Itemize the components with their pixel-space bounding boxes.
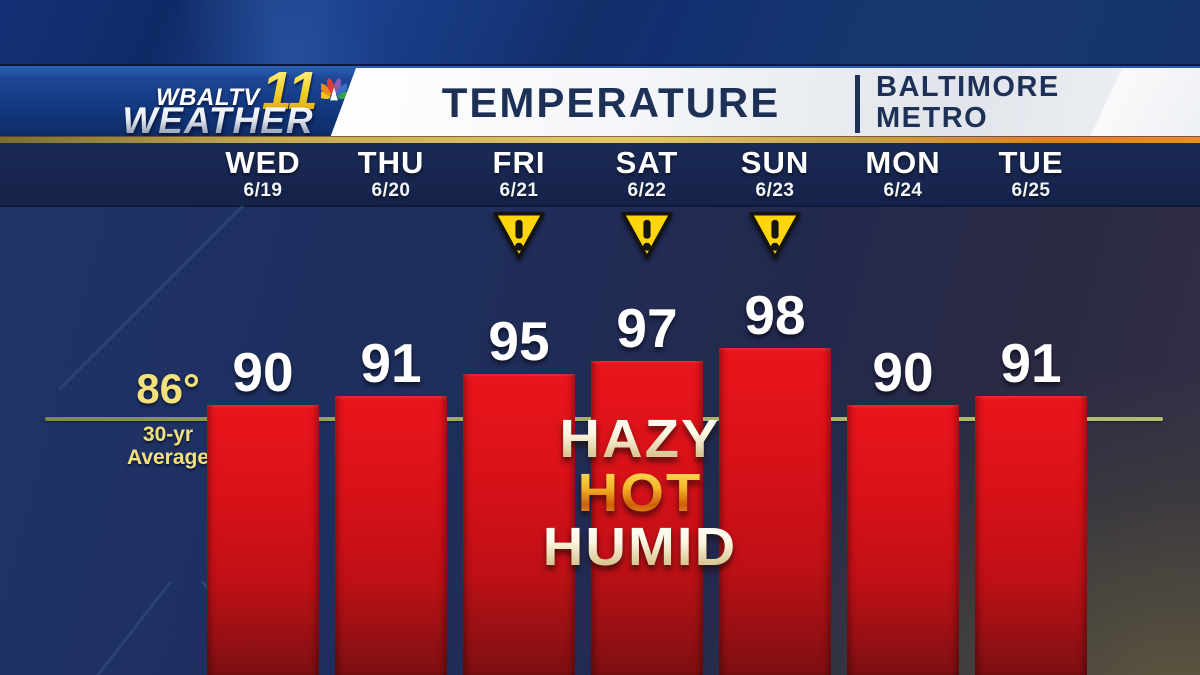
station-call-letters: WBALTV bbox=[156, 84, 260, 111]
temperature-bar bbox=[335, 396, 447, 675]
annotation-hot: HOT bbox=[432, 466, 848, 520]
day-name: WED bbox=[225, 145, 301, 180]
panel-sheen bbox=[1030, 68, 1200, 138]
channel-number: 11 bbox=[261, 61, 318, 121]
temperature-value: 91 bbox=[360, 332, 422, 394]
day-column-header: SAT 6/22 bbox=[583, 143, 711, 201]
day-column-header: WED 6/19 bbox=[199, 143, 327, 201]
day-date: 6/23 bbox=[755, 180, 795, 201]
average-caption: 30-yr Average bbox=[98, 423, 238, 469]
conditions-annotation: HAZY HOT HUMID bbox=[440, 412, 840, 574]
header-title-panel: TEMPERATURE TREND BALTIMORE METRO bbox=[330, 68, 1200, 138]
day-date: 6/19 bbox=[243, 180, 283, 201]
temperature-bar bbox=[847, 405, 959, 675]
temperature-value: 95 bbox=[488, 310, 550, 372]
day-date: 6/22 bbox=[627, 180, 667, 201]
heat-alert-warning-icon bbox=[492, 211, 546, 266]
annotation-hazy: HAZY bbox=[432, 412, 848, 466]
day-date: 6/24 bbox=[883, 180, 923, 201]
heat-alert-warning-icon bbox=[620, 211, 674, 266]
annotation-humid: HUMID bbox=[432, 520, 848, 574]
nbc-peacock-icon bbox=[315, 78, 353, 107]
temperature-bar bbox=[719, 348, 831, 675]
average-caption-line1: 30-yr bbox=[142, 423, 194, 446]
day-name: MON bbox=[865, 145, 941, 180]
temperature-bar bbox=[975, 396, 1087, 675]
day-column-header: SUN 6/23 bbox=[711, 143, 839, 201]
gold-divider-stripe bbox=[0, 136, 1200, 143]
day-date: 6/20 bbox=[371, 180, 411, 201]
temperature-bar bbox=[591, 361, 703, 675]
day-name: SAT bbox=[615, 145, 679, 180]
day-name: THU bbox=[357, 145, 425, 180]
station-logo: WBALTV 11 WEATHER bbox=[118, 61, 353, 141]
temperature-bar bbox=[463, 374, 575, 675]
temperature-value: 90 bbox=[232, 341, 294, 403]
day-header-band: WED 6/19 THU 6/20 FRI 6/21 SAT 6/22 SUN 6/23 MON 6/… bbox=[0, 143, 1200, 207]
temperature-value: 91 bbox=[1000, 332, 1062, 394]
header-bar: WBALTV 11 WEATHER TEMPERA bbox=[0, 61, 1200, 141]
day-name: FRI bbox=[492, 145, 546, 180]
day-name: TUE bbox=[998, 145, 1064, 180]
average-value-label: 86° bbox=[136, 365, 200, 412]
station-brand: WEATHER bbox=[118, 100, 318, 142]
region-line2: METRO bbox=[876, 102, 989, 134]
day-column-header: TUE 6/25 bbox=[967, 143, 1095, 201]
temperature-value: 90 bbox=[872, 341, 934, 403]
chart-area: 86° 30-yr Average 90 91 95 97 98 90 91 HAZY HO… bbox=[0, 204, 1200, 675]
day-date: 6/25 bbox=[1011, 180, 1051, 201]
day-column-header: MON 6/24 bbox=[839, 143, 967, 201]
region-line1: BALTIMORE bbox=[876, 71, 1060, 103]
day-column-header: FRI 6/21 bbox=[455, 143, 583, 201]
average-caption-line2: Average bbox=[126, 446, 210, 469]
day-date: 6/21 bbox=[499, 180, 539, 201]
temperature-value: 97 bbox=[616, 297, 678, 359]
region-separator bbox=[855, 75, 860, 133]
background-facet bbox=[120, 0, 480, 64]
day-name: SUN bbox=[740, 145, 810, 180]
page-title: TEMPERATURE TREND bbox=[441, 79, 781, 138]
background-facet bbox=[420, 0, 760, 64]
region-label: BALTIMORE METRO bbox=[876, 72, 1060, 134]
top-decorative-band bbox=[0, 0, 1200, 64]
heat-alert-warning-icon bbox=[748, 211, 802, 266]
temperature-value: 98 bbox=[744, 284, 806, 346]
day-column-header: THU 6/20 bbox=[327, 143, 455, 201]
temperature-bar bbox=[207, 405, 319, 675]
background-diagonal-line bbox=[0, 580, 172, 675]
